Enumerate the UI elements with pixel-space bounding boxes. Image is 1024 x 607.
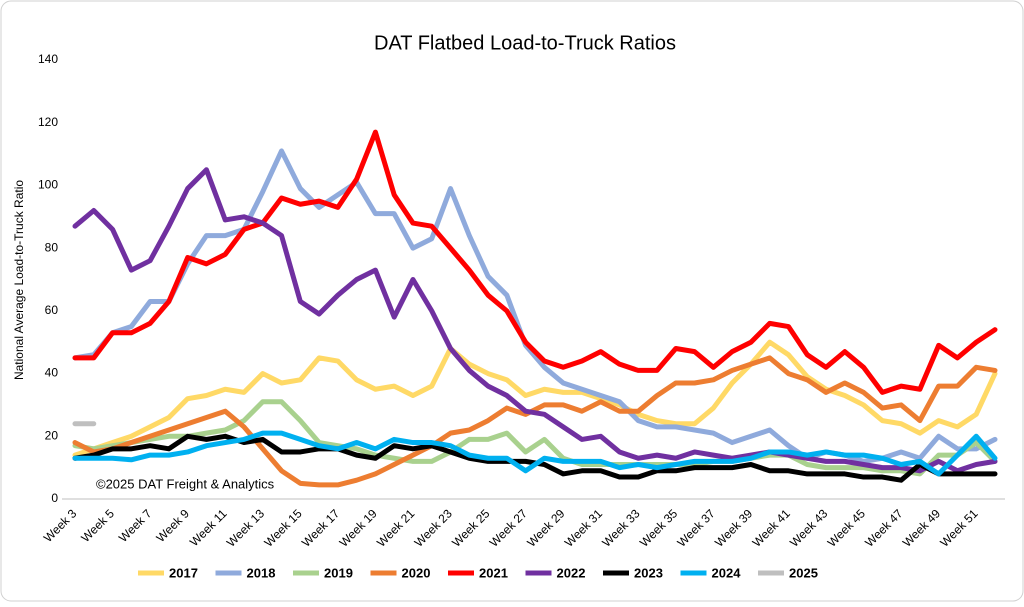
y-tick-label: 40 [45, 366, 59, 380]
legend-label: 2023 [634, 565, 663, 580]
y-tick-label: 120 [38, 115, 58, 129]
y-tick-label: 140 [38, 52, 58, 66]
legend-label: 2019 [324, 565, 353, 580]
legend-label: 2022 [557, 565, 586, 580]
series-line [72, 339, 998, 458]
legend-label: 2021 [479, 565, 508, 580]
y-tick-label: 60 [45, 303, 59, 317]
series-line [72, 430, 998, 477]
y-axis-title: National Average Load-to-Truck Ratio [12, 180, 26, 380]
y-tick-label: 80 [45, 240, 59, 254]
chart-title: DAT Flatbed Load-to-Truck Ratios [374, 32, 676, 54]
legend-label: 2020 [402, 565, 431, 580]
y-tick-label: 20 [45, 428, 59, 442]
series-line [72, 355, 998, 488]
series-line [72, 167, 998, 474]
legend-label: 2024 [712, 565, 742, 580]
y-tick-label: 100 [38, 178, 58, 192]
y-tick-label: 0 [51, 491, 58, 505]
series-line [72, 129, 998, 395]
series-line [72, 399, 998, 477]
annotation: ©2025 DAT Freight & Analytics [96, 476, 275, 491]
legend-label: 2018 [247, 565, 276, 580]
legend-label: 2025 [789, 565, 818, 580]
legend-label: 2017 [169, 565, 198, 580]
